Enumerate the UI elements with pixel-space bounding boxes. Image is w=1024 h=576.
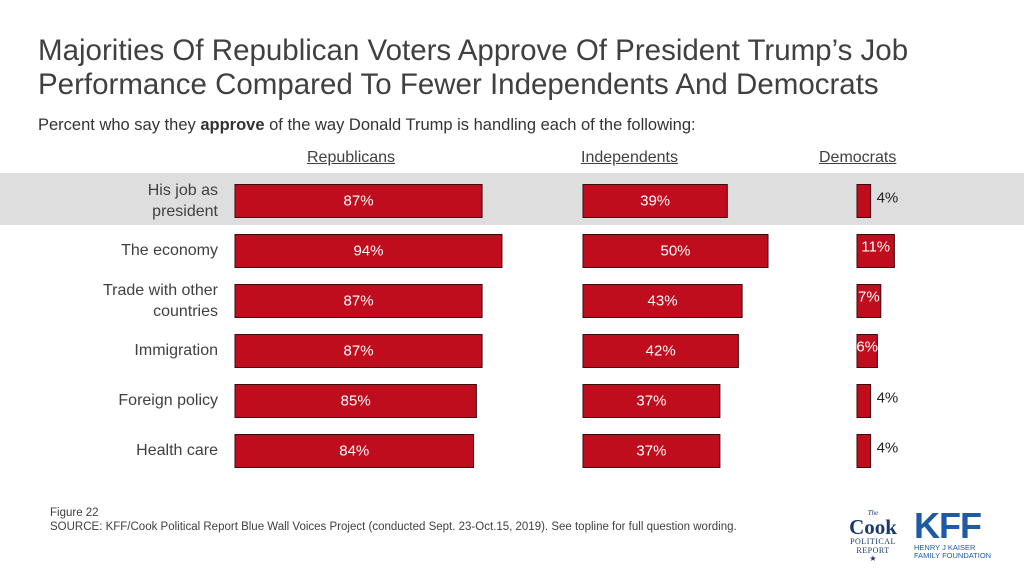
data-label-independents-2: 43% xyxy=(648,293,678,310)
data-label-independents-1: 50% xyxy=(660,243,690,260)
data-label-democrats-0: 4% xyxy=(877,190,899,207)
cook-logo-political: POLITICAL xyxy=(850,537,896,546)
data-label-republicans-4: 85% xyxy=(341,393,371,410)
row-label-line: His job as xyxy=(147,182,218,199)
column-header-democrats: Democrats xyxy=(819,149,897,166)
bar-republicans-0 xyxy=(234,184,483,218)
data-label-independents-0: 39% xyxy=(640,193,670,210)
data-label-democrats-1: 11% xyxy=(861,239,890,256)
column-header-republicans: Republicans xyxy=(307,149,396,166)
bar-independents-0 xyxy=(582,184,728,218)
data-label-republicans-5: 84% xyxy=(339,443,369,460)
kff-logo-name: KFF xyxy=(914,505,982,546)
subtitle-text-after: of the way Donald Trump is handling each… xyxy=(264,116,696,134)
data-label-democrats-2: 7% xyxy=(858,289,880,306)
source-note: SOURCE: KFF/Cook Political Report Blue W… xyxy=(50,521,737,533)
bar-independents-1 xyxy=(582,234,769,268)
data-label-democrats-4: 4% xyxy=(877,390,899,407)
cook-logo-name: Cook xyxy=(849,515,897,539)
chart-subtitle: Percent who say they approve of the way … xyxy=(38,116,938,135)
figure-number: Figure 22 xyxy=(50,507,99,519)
bar-republicans-1 xyxy=(234,234,503,268)
data-label-independents-4: 37% xyxy=(636,393,666,410)
data-label-republicans-0: 87% xyxy=(344,193,374,210)
star-icon: ★ xyxy=(869,554,877,563)
data-label-independents-3: 42% xyxy=(646,343,676,360)
bar-democrats-5 xyxy=(856,434,872,468)
subtitle-text-before: Percent who say they xyxy=(38,116,201,134)
row-label-health-care: Health care xyxy=(136,442,218,459)
data-label-republicans-2: 87% xyxy=(344,293,374,310)
subtitle-bold-word: approve xyxy=(200,116,265,134)
bar-democrats-3 xyxy=(856,334,878,368)
row-label-job: His job as president xyxy=(50,180,218,222)
cook-logo-the: The xyxy=(867,509,879,517)
bar-independents-3 xyxy=(582,334,739,368)
kff-logo-line2: FAMILY FOUNDATION xyxy=(914,551,992,560)
highlight-band xyxy=(0,173,1024,225)
column-header-independents: Independents xyxy=(581,149,678,166)
bar-independents-4 xyxy=(582,384,721,418)
bar-republicans-4 xyxy=(234,384,477,418)
bar-republicans-3 xyxy=(234,334,483,368)
bar-democrats-0 xyxy=(856,184,872,218)
cook-political-report-logo: The Cook POLITICAL REPORT ★ xyxy=(842,510,904,563)
chart-title: Majorities Of Republican Voters Approve … xyxy=(38,34,909,101)
bar-democrats-2 xyxy=(856,284,882,318)
row-label-line: president xyxy=(152,203,218,220)
row-label-trade: Trade with other countries xyxy=(50,280,218,322)
bar-republicans-2 xyxy=(234,284,483,318)
data-label-democrats-3: 6% xyxy=(856,339,878,356)
bar-democrats-1 xyxy=(856,234,895,268)
data-label-republicans-3: 87% xyxy=(344,343,374,360)
row-label-immigration: Immigration xyxy=(134,342,218,359)
cook-logo-report: REPORT xyxy=(856,546,890,555)
data-label-republicans-1: 94% xyxy=(353,243,383,260)
row-label-line: Trade with other xyxy=(102,282,218,299)
row-label-line: countries xyxy=(153,303,218,320)
bar-independents-5 xyxy=(582,434,721,468)
bar-democrats-4 xyxy=(856,384,872,418)
data-label-democrats-5: 4% xyxy=(877,440,899,457)
kff-logo: KFF HENRY J KAISER FAMILY FOUNDATION xyxy=(914,508,994,560)
kff-logo-line1: HENRY J KAISER xyxy=(914,543,976,552)
row-label-foreign-policy: Foreign policy xyxy=(118,392,218,409)
bar-independents-2 xyxy=(582,284,743,318)
bar-republicans-5 xyxy=(234,434,475,468)
row-label-economy: The economy xyxy=(121,242,218,259)
data-label-independents-5: 37% xyxy=(636,443,666,460)
